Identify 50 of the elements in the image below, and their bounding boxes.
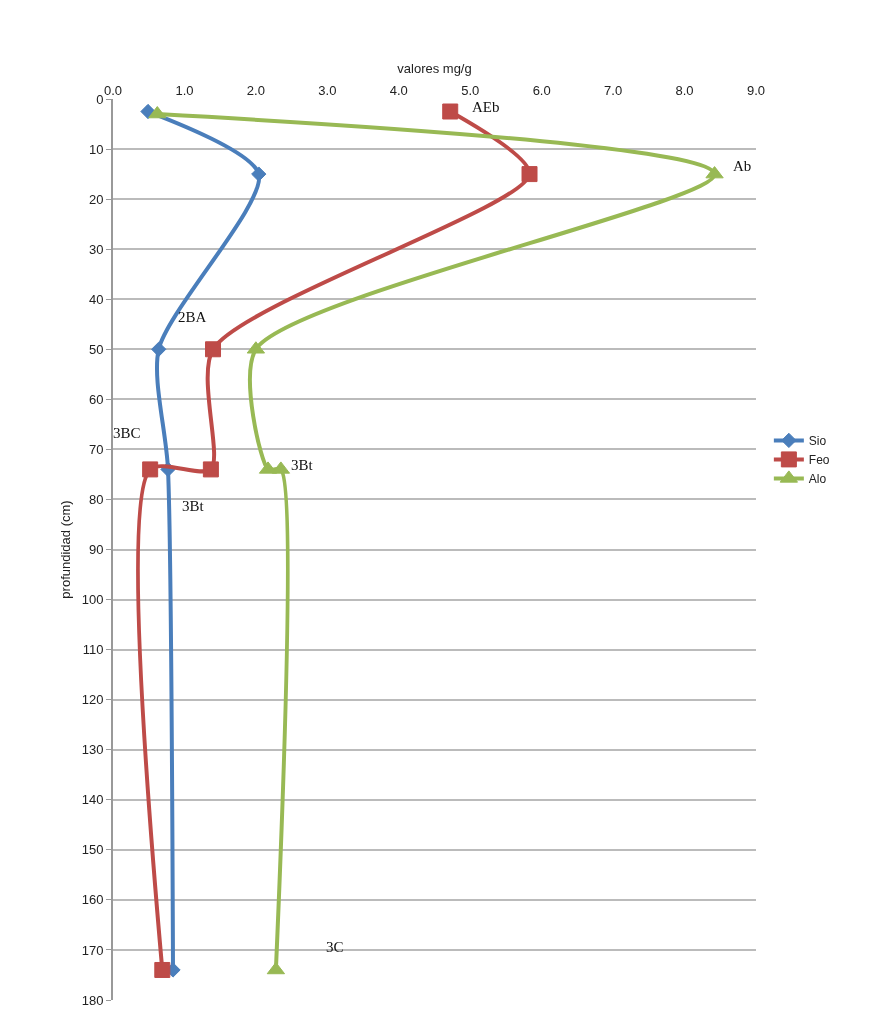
annotation: 2BA (178, 309, 207, 325)
point (251, 166, 267, 182)
y-tick-label: 120 (81, 692, 104, 708)
y-tick-label: 20 (88, 191, 104, 207)
y-tick-label: 180 (81, 992, 104, 1008)
x-tick-label: 1.0 (175, 83, 194, 99)
annotation: 3BC (113, 425, 141, 441)
y-tick-label: 160 (81, 892, 104, 908)
x-tick-label: 4.0 (389, 83, 408, 99)
y-tick-label: 170 (81, 942, 104, 958)
y-tick-label: 60 (88, 391, 104, 407)
point (266, 961, 286, 975)
x-tick-label: 5.0 (461, 83, 480, 99)
y-axis-title: profundidad (cm) (58, 500, 74, 599)
annotation: 3C (326, 939, 344, 955)
y-tick-label: 150 (81, 842, 104, 858)
y-tick-label: 50 (88, 341, 104, 357)
point (151, 341, 167, 357)
x-tick-label: 6.0 (532, 83, 551, 99)
y-tick-label: 110 (82, 642, 104, 658)
legend-label: Sio (808, 434, 827, 449)
x-tick-label: 2.0 (246, 83, 265, 99)
annotation: 3Bt (182, 498, 205, 514)
y-tick-label: 0 (96, 91, 104, 107)
point (154, 961, 171, 978)
point (142, 461, 159, 478)
y-tick-label: 10 (88, 141, 104, 157)
x-tick-label: 7.0 (604, 83, 623, 99)
x-tick-label: 9.0 (746, 83, 766, 99)
point (205, 341, 222, 358)
point (442, 103, 459, 120)
x-tick-label: 3.0 (318, 83, 337, 99)
x-tick-label: 0.0 (103, 83, 123, 99)
legend-label: Feo (808, 453, 830, 468)
y-tick-label: 80 (88, 491, 104, 507)
y-tick-label: 100 (81, 592, 104, 608)
x-tick-label: 8.0 (675, 83, 694, 99)
point (202, 461, 219, 478)
y-tick-label: 130 (81, 742, 104, 758)
y-tick-label: 90 (88, 542, 104, 558)
x-axis-title: valores mg/g (397, 61, 472, 77)
annotation: Ab (733, 158, 752, 174)
annotation: 3Bt (291, 457, 314, 473)
y-tick-label: 140 (81, 792, 104, 808)
point (521, 166, 538, 183)
legend-label: Alo (808, 472, 827, 487)
annotation: AEb (472, 99, 500, 115)
y-tick-label: 30 (88, 241, 104, 257)
y-tick-label: 40 (88, 291, 104, 307)
y-tick-label: 70 (88, 441, 104, 457)
